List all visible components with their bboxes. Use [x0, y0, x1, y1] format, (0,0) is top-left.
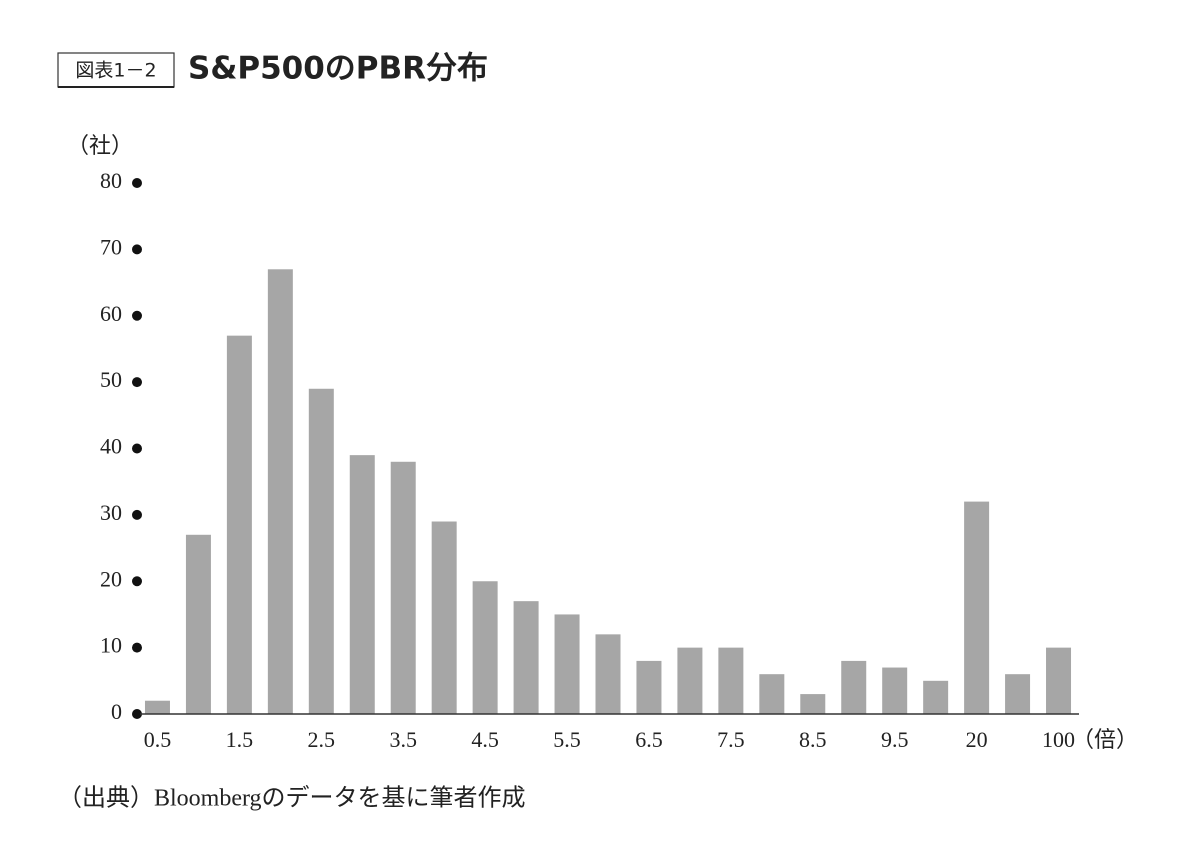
chart-title: S&P500のPBR分布	[188, 51, 488, 87]
x-tick-label: 9.5	[881, 727, 909, 752]
y-tick-label: 30	[100, 500, 122, 525]
x-tick-label: 2.5	[308, 727, 336, 752]
y-tick-label: 20	[100, 566, 122, 591]
bar	[636, 660, 662, 714]
x-tick-label: 8.5	[799, 727, 827, 752]
bar	[267, 269, 293, 714]
bar	[1005, 674, 1031, 714]
bar	[964, 501, 990, 714]
bar	[554, 614, 580, 714]
y-tick-label: 60	[100, 301, 122, 326]
y-tick-dot	[132, 244, 142, 255]
bar	[185, 534, 211, 714]
y-tick-label: 0	[111, 699, 122, 724]
bar	[800, 694, 826, 714]
y-tick-label: 10	[100, 633, 122, 658]
bar	[759, 674, 785, 714]
y-tick-label: 80	[100, 168, 122, 193]
bar	[472, 581, 498, 714]
x-tick-label: 3.5	[389, 727, 417, 752]
x-tick-label: 1.5	[226, 727, 254, 752]
bar	[595, 634, 621, 714]
y-tick-label: 40	[100, 434, 122, 459]
y-tick-dot	[132, 377, 142, 388]
x-tick-label: 0.5	[144, 727, 172, 752]
x-tick-label: 4.5	[471, 727, 499, 752]
bar	[226, 335, 252, 714]
y-tick-dot	[132, 443, 142, 454]
x-tick-label: 5.5	[553, 727, 581, 752]
bar	[677, 647, 703, 714]
y-tick-label: 70	[100, 234, 122, 259]
y-tick-dot	[132, 509, 142, 520]
y-tick-dot	[132, 178, 142, 188]
x-tick-label: 7.5	[717, 727, 745, 752]
x-tick-label: 6.5	[635, 727, 663, 752]
y-tick-dot	[132, 310, 142, 321]
y-tick-dot	[132, 576, 142, 587]
bar	[882, 667, 908, 714]
y-axis-label: （社）	[67, 133, 133, 158]
x-axis-label: （倍）	[1072, 727, 1138, 752]
bar	[718, 647, 744, 714]
y-tick-dot	[132, 642, 142, 653]
y-tick-dot	[132, 709, 142, 719]
bar	[513, 601, 539, 714]
bar	[841, 660, 867, 714]
bar	[390, 461, 416, 714]
bar	[144, 700, 170, 714]
bar	[349, 455, 375, 714]
bar	[308, 388, 334, 714]
bar	[923, 680, 949, 714]
source-note: （出典）Bloombergのデータを基に筆者作成	[58, 785, 526, 812]
y-tick-label: 50	[100, 367, 122, 392]
bar	[431, 521, 457, 714]
bar	[1046, 647, 1072, 714]
x-tick-label: 100	[1042, 727, 1075, 752]
figure-label: 図表1－2	[75, 60, 156, 82]
x-tick-label: 20	[966, 727, 988, 752]
